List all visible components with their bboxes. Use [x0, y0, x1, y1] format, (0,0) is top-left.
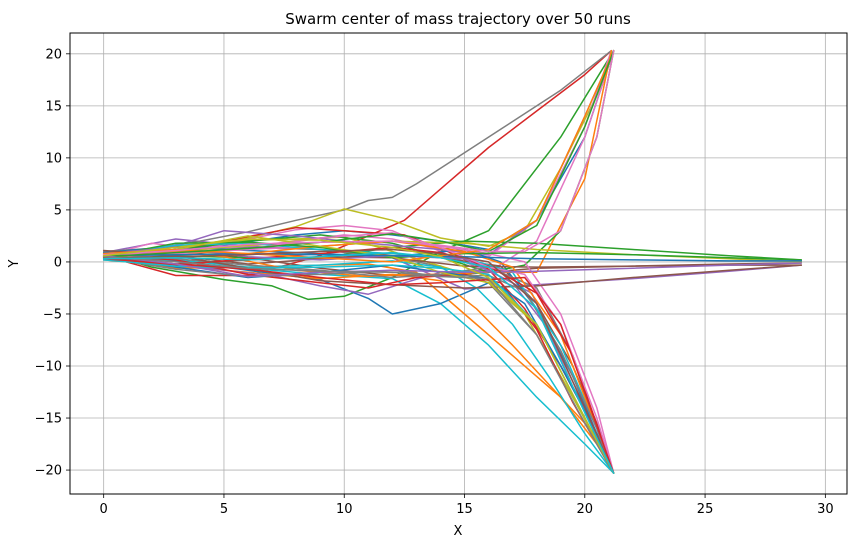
series-line-50: [102, 251, 615, 474]
y-axis-title: Y: [7, 259, 22, 268]
axis-ticks: 0 5 10 15 20 25 30 −20 −15 −10 −5 0 5 10 15 20: [35, 47, 834, 517]
series-line-8: [102, 49, 613, 253]
y-tick-label: 20: [45, 47, 62, 62]
y-tick-label: 0: [54, 255, 62, 270]
series-line-48: [102, 255, 615, 474]
x-tick-label: 25: [697, 502, 714, 517]
series-line-36: [102, 249, 803, 289]
series-line-49: [102, 238, 615, 474]
x-tick-label: 10: [336, 502, 353, 517]
y-tick-label: 10: [45, 151, 62, 166]
y-tick-label: −5: [43, 307, 62, 322]
x-tick-label: 15: [456, 502, 473, 517]
x-tick-label: 30: [817, 502, 834, 517]
y-tick-label: 5: [54, 203, 62, 218]
series-lines: [102, 49, 803, 474]
y-tick-label: −10: [35, 360, 62, 375]
series-line-45: [102, 254, 803, 278]
y-tick-label: 15: [45, 99, 62, 114]
series-line-42: [102, 49, 615, 263]
series-line-47: [102, 49, 615, 256]
series-line-43: [102, 49, 615, 258]
x-tick-label: 0: [100, 502, 108, 517]
series-line-4: [102, 49, 613, 277]
plot-frame: [69, 32, 848, 495]
x-axis-title: X: [454, 524, 463, 539]
y-tick-label: −20: [35, 464, 62, 479]
x-tick-label: 20: [577, 502, 594, 517]
series-line-24: [102, 254, 615, 474]
chart-title: Swarm center of mass trajectory over 50 …: [285, 10, 631, 28]
y-tick-label: −15: [35, 412, 62, 427]
x-tick-label: 5: [220, 502, 228, 517]
series-line-44: [102, 258, 615, 474]
